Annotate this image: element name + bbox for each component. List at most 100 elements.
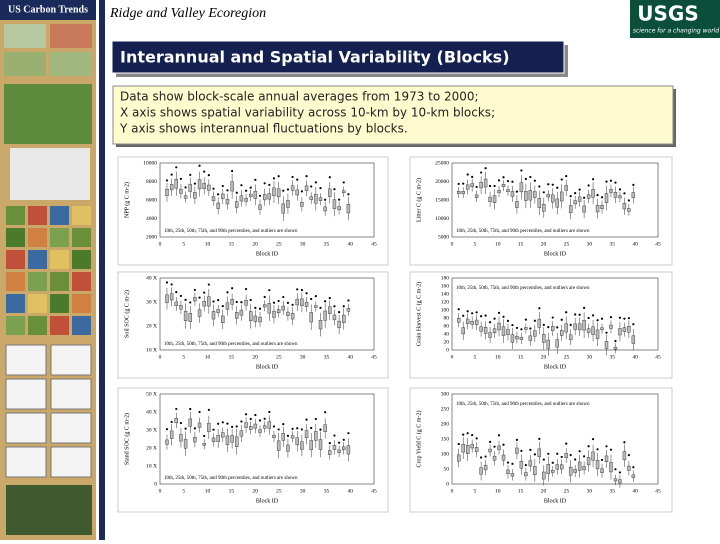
outlier [272, 177, 276, 180]
logo-text: USGS [637, 2, 698, 26]
box [488, 448, 492, 453]
box [323, 310, 327, 321]
box [276, 188, 281, 198]
y-tick-label: 10 X [146, 347, 157, 353]
outlier [493, 317, 496, 320]
outlier [609, 316, 613, 319]
outlier [203, 291, 206, 294]
box [457, 318, 461, 323]
outlier [347, 299, 350, 302]
outlier [291, 303, 294, 306]
outlier [249, 298, 252, 302]
box [465, 444, 470, 454]
plot-background [117, 271, 389, 379]
box [202, 443, 206, 446]
box [551, 470, 555, 473]
y-tick-label: 150 [441, 436, 450, 442]
header-title: Ridge and Valley Ecoregion [109, 6, 266, 21]
box [483, 464, 488, 471]
outlier [240, 184, 243, 187]
outlier [600, 196, 604, 199]
box [188, 418, 192, 427]
box [318, 439, 323, 450]
outlier [475, 185, 478, 189]
box [300, 202, 304, 207]
box [568, 205, 573, 213]
outlier [551, 461, 554, 464]
box [618, 328, 622, 336]
plot-note: 10th, 25th, 50th, 75th, and 90th percent… [456, 229, 590, 234]
box [465, 184, 470, 190]
outlier [277, 175, 280, 178]
x-tick-label: 20 [541, 241, 547, 247]
box [591, 451, 595, 461]
outlier [338, 198, 341, 201]
outlier [556, 326, 559, 329]
outlier [282, 189, 285, 192]
box [276, 440, 281, 451]
box [230, 435, 234, 443]
box [510, 191, 515, 197]
outlier [618, 188, 622, 191]
y-tick-label: 30 X [146, 427, 157, 433]
x-tick-label: 15 [229, 354, 235, 360]
box [295, 437, 299, 446]
box [183, 195, 188, 199]
y-tick-label: 200 [441, 421, 450, 427]
x-tick-label: 10 [495, 241, 501, 247]
outlier [221, 421, 224, 424]
outlier [574, 313, 577, 316]
thumbnail [6, 272, 25, 291]
outlier [623, 192, 626, 195]
plot-area [159, 162, 375, 238]
box [174, 178, 178, 189]
outlier [560, 455, 563, 459]
x-tick-label: 15 [229, 241, 235, 247]
outlier [632, 183, 635, 186]
outlier [333, 434, 336, 437]
y-axis-label: NPP (g C m-2) [123, 182, 130, 218]
x-tick-label: 10 [205, 488, 211, 494]
box [290, 185, 295, 191]
outlier [578, 450, 581, 453]
box [286, 311, 290, 316]
outlier [342, 305, 345, 308]
outlier [614, 181, 617, 184]
x-tick-label: 0 [159, 488, 162, 494]
x-tick-label: 5 [474, 241, 477, 247]
box [244, 422, 248, 428]
y-tick-label: 100 [441, 451, 450, 457]
outlier [556, 452, 559, 455]
x-tick-label: 10 [495, 488, 501, 494]
outlier [254, 178, 257, 181]
y-axis-label: Litter C (g C m-2) [415, 178, 422, 222]
box [586, 457, 591, 466]
box [174, 418, 178, 424]
outlier [291, 427, 294, 430]
box [314, 194, 318, 204]
outlier [556, 186, 559, 189]
outlier [258, 419, 262, 422]
outlier [338, 311, 341, 314]
box [568, 466, 573, 476]
box [193, 192, 197, 199]
x-tick-label: 30 [587, 488, 593, 494]
outlier [497, 311, 501, 314]
plot-area [159, 393, 375, 485]
box [483, 178, 488, 188]
box [604, 455, 609, 463]
x-tick-label: 10 [205, 241, 211, 247]
box [235, 311, 239, 319]
x-tick-label: 0 [159, 354, 162, 360]
outlier [538, 307, 541, 310]
y-tick-label: 8000 [146, 179, 157, 185]
box [197, 422, 202, 428]
box [488, 332, 492, 338]
box [479, 326, 483, 332]
outlier [506, 319, 510, 322]
box [267, 193, 272, 200]
outlier [226, 422, 229, 425]
box [216, 435, 220, 442]
outlier [314, 181, 317, 184]
outlier [305, 418, 308, 421]
